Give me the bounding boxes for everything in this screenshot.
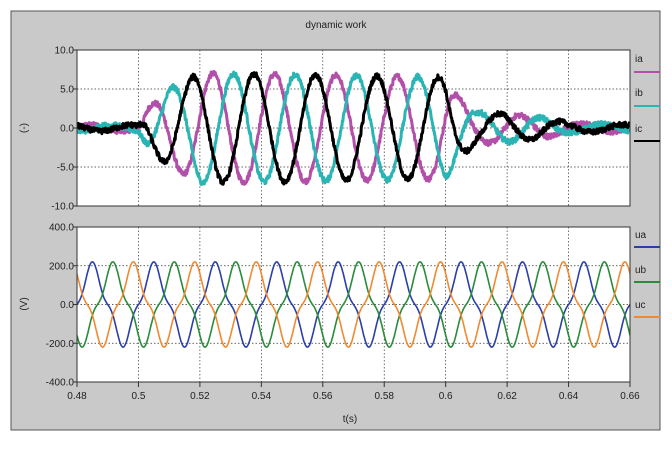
x-tick-label: 0.54	[252, 391, 272, 402]
voltage-plot: 400.0 200.0 0.0 -200.0 -400.0 0.48 0.5 0.52 0.54…	[46, 223, 641, 403]
legend-label-ua: ua	[635, 230, 647, 241]
y-tick-label: -5.0	[57, 163, 75, 174]
x-tick-label: 0.52	[190, 391, 210, 402]
x-tick-label: 0.56	[313, 391, 333, 402]
x-tick-label: 0.62	[497, 391, 517, 402]
y-tick-label: 5.0	[60, 85, 74, 96]
series-line-ua	[77, 261, 630, 348]
series-line-uc	[77, 261, 630, 348]
chart-title: dynamic work	[305, 20, 367, 31]
x-axis-label: t(s)	[343, 414, 357, 425]
x-tick-label: 0.6	[439, 391, 453, 402]
series-line-ic	[77, 71, 630, 186]
y-axis-label-voltage: (V)	[19, 297, 30, 310]
legend-label-ub: ub	[635, 265, 647, 276]
legend-label-ic: ic	[635, 124, 642, 135]
y-tick-label: -10.0	[51, 202, 74, 213]
y-axis-label-current: (-)	[19, 123, 30, 133]
plot-frame	[76, 49, 631, 207]
y-tick-label: 200.0	[49, 261, 74, 272]
legend-label-uc: uc	[635, 300, 646, 311]
x-tick-label: 0.5	[131, 391, 145, 402]
legend-current: ia ib ic	[634, 54, 660, 142]
y-tick-label: -400.0	[46, 378, 75, 389]
x-tick-label: 0.64	[559, 391, 579, 402]
x-tick-label: 0.58	[374, 391, 394, 402]
series-line-ib	[77, 70, 630, 187]
y-tick-label: 400.0	[49, 223, 74, 234]
legend-voltage: ua ub uc	[634, 230, 660, 318]
series-line-ub	[77, 261, 630, 348]
x-tick-label: 0.66	[620, 391, 640, 402]
x-tick-label: 0.48	[67, 391, 87, 402]
plot-frame	[76, 226, 631, 383]
y-tick-label: 0.0	[60, 300, 74, 311]
legend-label-ia: ia	[635, 54, 643, 65]
series-line-ia	[77, 69, 630, 186]
legend-label-ib: ib	[635, 88, 643, 99]
y-tick-label: 0.0	[60, 124, 74, 135]
current-plot: 10.0 5.0 0.0 -5.0 -10.0	[51, 46, 631, 213]
y-tick-label: -200.0	[46, 339, 75, 350]
y-tick-label: 10.0	[55, 46, 75, 57]
